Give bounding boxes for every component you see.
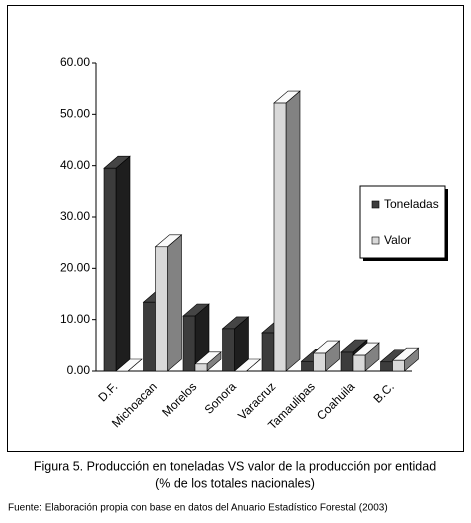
bar xyxy=(301,360,314,372)
y-tick-label: 0.00 xyxy=(67,363,91,377)
legend-swatch xyxy=(371,236,380,245)
y-tick-label: 20.00 xyxy=(60,261,90,275)
caption: (% de los totales nacionales) xyxy=(155,476,315,490)
bar xyxy=(352,354,366,372)
y-tick-label: 40.00 xyxy=(60,158,90,172)
x-tick-label: D.F. xyxy=(95,379,120,404)
bar xyxy=(380,361,393,372)
bar xyxy=(261,332,275,372)
legend-swatch xyxy=(371,200,380,209)
bar-top xyxy=(115,358,143,372)
bar-side xyxy=(115,155,131,372)
bar xyxy=(182,315,196,372)
bar xyxy=(143,301,156,372)
y-tick-label: 60.00 xyxy=(60,55,90,69)
y-tick-label: 10.00 xyxy=(60,312,90,326)
bar xyxy=(222,328,235,372)
caption: Figura 5. Producción en toneladas VS val… xyxy=(34,459,436,473)
bar xyxy=(313,352,326,372)
bar xyxy=(103,167,117,372)
bar-top xyxy=(233,358,262,372)
x-tick-label: Morelos xyxy=(159,379,199,419)
x-tick-label: Sonora xyxy=(202,379,239,416)
bar xyxy=(273,102,287,372)
legend-box xyxy=(359,185,446,259)
x-tick-label: Coahuila xyxy=(314,379,358,423)
chart-frame xyxy=(7,5,464,452)
y-tick-label: 50.00 xyxy=(60,107,90,121)
x-tick-label: B.C. xyxy=(370,379,396,405)
y-tick-label: 30.00 xyxy=(60,209,90,223)
bar-side xyxy=(167,234,182,372)
bar xyxy=(155,246,168,372)
legend-label: Valor xyxy=(384,233,411,247)
bar xyxy=(392,359,405,372)
legend-label: Toneladas xyxy=(384,197,439,211)
bar xyxy=(194,363,208,372)
source: Fuente: Elaboración propia con base en d… xyxy=(8,503,388,514)
bar xyxy=(340,351,354,372)
bar-side xyxy=(285,90,301,372)
